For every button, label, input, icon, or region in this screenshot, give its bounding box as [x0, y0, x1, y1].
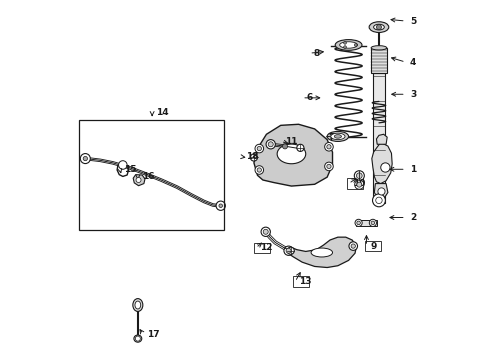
Circle shape: [325, 143, 333, 151]
Circle shape: [80, 154, 90, 163]
Bar: [371, 48, 387, 73]
Text: 8: 8: [314, 49, 320, 58]
Bar: [293, 276, 309, 287]
Text: 13: 13: [299, 277, 312, 286]
Ellipse shape: [373, 24, 384, 30]
Ellipse shape: [134, 335, 142, 342]
Circle shape: [263, 229, 268, 234]
Text: 5: 5: [410, 17, 416, 26]
Ellipse shape: [369, 22, 389, 32]
FancyBboxPatch shape: [373, 73, 385, 203]
Ellipse shape: [277, 144, 306, 164]
Text: 15: 15: [124, 165, 137, 174]
Circle shape: [216, 201, 225, 210]
Polygon shape: [374, 184, 388, 198]
Polygon shape: [254, 124, 333, 186]
Ellipse shape: [371, 46, 387, 50]
Polygon shape: [372, 143, 392, 184]
Text: 9: 9: [371, 242, 377, 251]
Circle shape: [325, 162, 333, 171]
Circle shape: [119, 161, 127, 169]
Circle shape: [357, 182, 362, 187]
Ellipse shape: [334, 135, 342, 138]
Text: 7: 7: [328, 132, 334, 141]
Text: 4: 4: [410, 58, 416, 67]
Bar: [279, 136, 295, 147]
Circle shape: [287, 247, 294, 254]
Circle shape: [219, 204, 222, 207]
Ellipse shape: [133, 298, 143, 311]
Circle shape: [372, 194, 386, 207]
Circle shape: [257, 168, 262, 172]
Text: 3: 3: [410, 90, 416, 99]
Circle shape: [83, 157, 88, 161]
Circle shape: [376, 24, 381, 30]
Ellipse shape: [331, 133, 345, 140]
Ellipse shape: [340, 42, 358, 48]
Circle shape: [355, 219, 362, 226]
Circle shape: [357, 221, 360, 225]
Text: 11: 11: [285, 137, 297, 146]
Circle shape: [354, 171, 364, 181]
Circle shape: [351, 244, 355, 248]
Circle shape: [250, 154, 258, 161]
Ellipse shape: [335, 40, 362, 50]
Circle shape: [266, 140, 275, 149]
Text: 17: 17: [147, 330, 160, 339]
Bar: [356, 220, 377, 226]
Bar: [79, 120, 223, 230]
Circle shape: [284, 246, 293, 255]
Circle shape: [286, 248, 291, 253]
Circle shape: [355, 180, 364, 189]
Polygon shape: [376, 134, 387, 144]
Circle shape: [378, 188, 385, 195]
Circle shape: [343, 41, 346, 44]
Ellipse shape: [327, 131, 348, 141]
Text: 2: 2: [410, 213, 416, 222]
Ellipse shape: [135, 301, 141, 309]
Text: 12: 12: [260, 243, 272, 252]
Circle shape: [135, 336, 140, 341]
Text: 18: 18: [245, 152, 258, 161]
Text: 6: 6: [306, 93, 313, 102]
Text: 1: 1: [410, 165, 416, 174]
Circle shape: [327, 164, 331, 168]
Bar: [365, 241, 381, 251]
Circle shape: [356, 173, 362, 179]
Circle shape: [255, 166, 264, 174]
Circle shape: [354, 44, 357, 46]
Bar: [254, 243, 270, 253]
Circle shape: [255, 144, 264, 153]
Ellipse shape: [311, 248, 333, 257]
Polygon shape: [133, 175, 145, 186]
Bar: [347, 178, 363, 189]
Circle shape: [381, 163, 390, 172]
Circle shape: [268, 142, 273, 147]
Text: 10: 10: [353, 179, 365, 188]
Text: 14: 14: [156, 108, 169, 117]
Circle shape: [369, 219, 376, 226]
Text: 16: 16: [142, 172, 155, 181]
Circle shape: [371, 221, 375, 225]
Circle shape: [257, 147, 262, 151]
Circle shape: [261, 227, 270, 237]
Circle shape: [349, 242, 358, 250]
Circle shape: [327, 145, 331, 149]
Circle shape: [283, 144, 288, 149]
Circle shape: [343, 46, 346, 49]
Circle shape: [136, 177, 141, 183]
Circle shape: [297, 144, 304, 152]
Polygon shape: [287, 237, 356, 267]
